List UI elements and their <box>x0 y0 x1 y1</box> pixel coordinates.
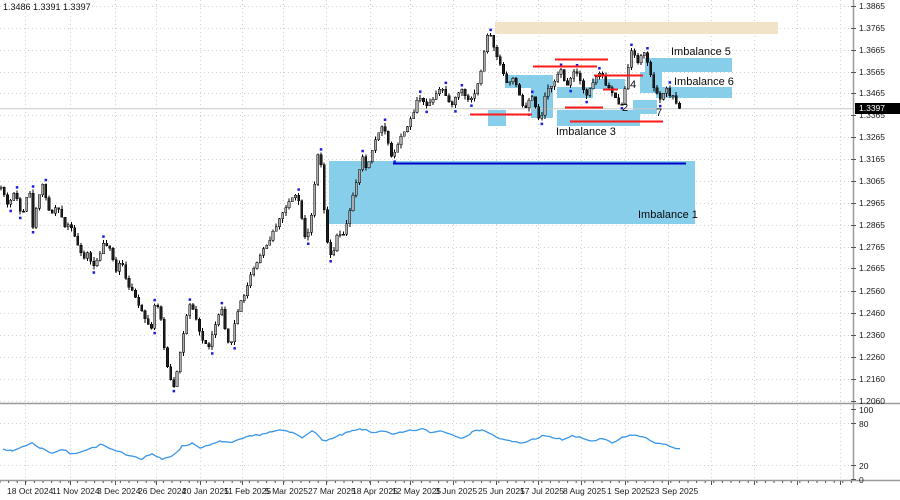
time-axis-label: 1 Sep 2025 <box>607 486 651 496</box>
price-axis-label: 1.2260 <box>859 352 885 363</box>
time-axis-label: 17 Jul 2025 <box>520 486 564 496</box>
candlesticks <box>0 33 681 388</box>
time-axis-label: 18 Apr 2025 <box>352 486 398 496</box>
time-axis-label: 8 Aug 2025 <box>563 486 607 496</box>
indicator-scale-label: 0 <box>859 474 864 485</box>
zone-zone-7[interactable] <box>633 100 657 114</box>
current-price-tag: 1.3397 <box>855 102 900 114</box>
price-axis-label: 1.3165 <box>859 154 885 165</box>
annotation-label-4[interactable]: 4 <box>630 79 637 91</box>
price-axis-label: 1.2560 <box>859 286 885 297</box>
price-axis-label: 1.2665 <box>859 263 885 274</box>
indicator-scale-label: 80 <box>859 418 869 429</box>
zone-imbalance-3e[interactable] <box>488 110 506 126</box>
time-axis-label: 20 Jan 2025 <box>182 486 229 496</box>
price-axis-label: 1.3865 <box>859 0 885 11</box>
price-axis-label: 1.2765 <box>859 241 885 252</box>
price-axis-label: 1.3765 <box>859 22 885 33</box>
zone-imbalance-5[interactable] <box>645 58 732 72</box>
price-axis-label: 1.2460 <box>859 308 885 319</box>
price-axis-label: 1.2865 <box>859 219 885 230</box>
time-axis-label: 25 Jun 2025 <box>478 486 525 496</box>
annotation-imbalance-1[interactable]: Imbalance 1 <box>638 209 698 221</box>
price-axis-label: 1.2360 <box>859 330 885 341</box>
annotation-label-2[interactable]: 2 <box>622 102 629 114</box>
fractal-markers <box>9 28 672 393</box>
indicator-scale-label: 100 <box>859 404 874 415</box>
annotation-label-7[interactable]: 7 <box>656 107 663 119</box>
zone-top-band[interactable] <box>495 22 778 34</box>
time-axis-label: 18 Oct 2024 <box>7 486 54 496</box>
price-axis-label: 1.2060 <box>859 395 885 406</box>
time-axis-label: 26 Dec 2024 <box>138 486 187 496</box>
time-axis-label: 3 Dec 2024 <box>97 486 141 496</box>
grid <box>0 0 853 479</box>
ohlc-quote-readout: 1.3486 1.3391 1.3397 <box>3 2 91 12</box>
annotation-imbalance-3[interactable]: Imbalance 3 <box>556 126 616 138</box>
time-axis-label: 3 Jun 2025 <box>435 486 478 496</box>
time-axis-label: 11 Feb 2025 <box>224 486 272 496</box>
price-axis-label: 1.3265 <box>859 132 885 143</box>
price-axis-label: 1.3465 <box>859 88 885 99</box>
time-axis-label: 23 Sep 2025 <box>650 486 699 496</box>
price-axis-label: 1.3565 <box>859 66 885 77</box>
imbalance-zones <box>329 22 778 224</box>
price-axis-label: 1.3065 <box>859 175 885 186</box>
zone-imbalance-1[interactable] <box>329 161 695 224</box>
price-axis-label: 1.2160 <box>859 373 885 384</box>
price-axis-label: 1.3365 <box>859 110 885 121</box>
price-axis-label: 1.3665 <box>859 44 885 55</box>
annotation-imbalance-6[interactable]: Imbalance 6 <box>674 76 734 88</box>
annotation-imbalance-5[interactable]: Imbalance 5 <box>671 46 731 58</box>
time-axis-label: 27 Mar 2025 <box>308 486 356 496</box>
indicator-scale-label: 20 <box>859 460 869 471</box>
time-axis-label: 12 May 2025 <box>392 486 442 496</box>
time-axis-label: 5 Mar 2025 <box>265 486 308 496</box>
red-level-lines <box>470 58 663 123</box>
zone-imbalance-6[interactable] <box>656 87 732 98</box>
oscillator-line <box>2 427 681 461</box>
axis-ticks <box>0 6 856 485</box>
zone-imbalance-3c[interactable] <box>557 87 593 98</box>
price-axis-label: 1.2965 <box>859 197 885 208</box>
time-axis-label: 11 Nov 2024 <box>52 486 100 496</box>
